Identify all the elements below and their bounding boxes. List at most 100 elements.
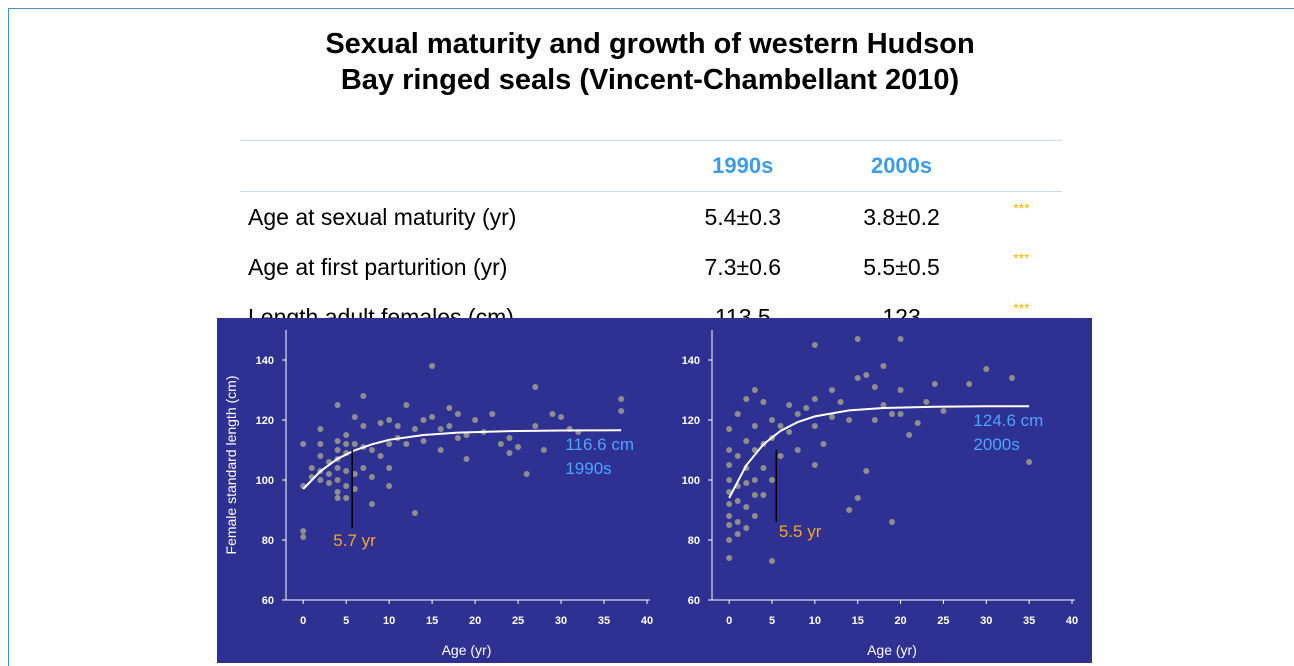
data-point bbox=[532, 423, 539, 429]
data-point bbox=[897, 411, 904, 417]
data-point bbox=[446, 423, 453, 429]
data-point bbox=[837, 399, 844, 405]
data-point bbox=[558, 414, 565, 420]
data-point bbox=[523, 471, 530, 477]
data-point bbox=[734, 531, 741, 537]
data-point bbox=[334, 447, 341, 453]
data-point bbox=[463, 456, 470, 462]
x-axis-label: Age (yr) bbox=[867, 642, 917, 658]
x-tick-label: 35 bbox=[598, 615, 610, 627]
data-point bbox=[726, 426, 733, 432]
data-point bbox=[540, 447, 547, 453]
data-point bbox=[386, 441, 393, 447]
data-point bbox=[854, 375, 861, 381]
x-tick-label: 35 bbox=[1023, 615, 1035, 627]
significance: *** bbox=[1013, 250, 1030, 266]
data-point bbox=[726, 522, 733, 528]
data-point bbox=[506, 435, 513, 441]
chart-panel bbox=[217, 318, 1092, 663]
data-point bbox=[726, 447, 733, 453]
data-point bbox=[334, 489, 341, 495]
table-cell: 5.5±0.5 bbox=[863, 253, 940, 280]
data-point bbox=[437, 447, 444, 453]
data-point bbox=[317, 477, 324, 483]
data-point bbox=[914, 420, 921, 426]
data-point bbox=[489, 411, 496, 417]
x-tick-label: 0 bbox=[300, 615, 306, 627]
y-tick-label: 80 bbox=[688, 535, 700, 547]
slide-title: Sexual maturity and growth of western Hu… bbox=[325, 28, 975, 96]
data-point bbox=[743, 525, 750, 531]
data-point bbox=[411, 426, 418, 432]
data-point bbox=[734, 453, 741, 459]
data-point bbox=[777, 423, 784, 429]
table-cell: Age at sexual maturity (yr) bbox=[248, 203, 517, 230]
data-point bbox=[871, 417, 878, 423]
data-point bbox=[734, 498, 741, 504]
data-point bbox=[317, 426, 324, 432]
data-point bbox=[889, 411, 895, 417]
data-point bbox=[760, 465, 767, 471]
data-point bbox=[743, 438, 750, 444]
y-tick-label: 80 bbox=[262, 535, 274, 547]
data-point bbox=[786, 429, 793, 435]
data-point bbox=[854, 336, 861, 342]
fit-curve bbox=[728, 405, 1030, 499]
annotation: 1990s bbox=[565, 459, 611, 478]
table-cell: 3.8±0.2 bbox=[863, 203, 940, 230]
data-point bbox=[880, 363, 887, 369]
data-point bbox=[726, 501, 733, 507]
data-point bbox=[343, 441, 350, 447]
table-row: Age at first parturition (yr) 7.3±0.6 5.5±… bbox=[240, 242, 1062, 292]
data-point bbox=[726, 462, 733, 468]
data-point bbox=[360, 465, 367, 471]
y-tick-label: 120 bbox=[682, 415, 700, 427]
y-tick-label: 120 bbox=[256, 415, 274, 427]
data-point bbox=[325, 471, 332, 477]
fit-curve bbox=[302, 429, 622, 490]
x-tick-label: 40 bbox=[641, 615, 653, 627]
data-point bbox=[403, 441, 410, 447]
x-tick-label: 15 bbox=[426, 615, 438, 627]
data-point bbox=[506, 450, 513, 456]
data-point bbox=[846, 507, 853, 513]
annotation: 5.7 yr bbox=[333, 531, 376, 550]
data-point bbox=[325, 480, 332, 486]
data-point bbox=[760, 399, 767, 405]
data-point bbox=[351, 471, 358, 477]
annotation: 124.6 cm bbox=[973, 411, 1043, 430]
data-point bbox=[811, 396, 818, 402]
data-point bbox=[786, 402, 793, 408]
data-point bbox=[411, 510, 418, 516]
annotation: 116.6 cm bbox=[565, 435, 634, 454]
y-tick-label: 60 bbox=[262, 595, 274, 607]
y-axis-label: Female standard length (cm) bbox=[223, 376, 239, 555]
data-point bbox=[777, 453, 784, 459]
x-tick-label: 20 bbox=[894, 615, 906, 627]
x-tick-label: 5 bbox=[769, 615, 775, 627]
data-point bbox=[743, 480, 750, 486]
x-tick-label: 30 bbox=[555, 615, 567, 627]
data-point bbox=[820, 441, 827, 447]
data-point bbox=[429, 363, 436, 369]
data-point bbox=[360, 423, 367, 429]
data-point bbox=[760, 492, 767, 498]
data-point bbox=[343, 432, 350, 438]
x-tick-label: 25 bbox=[937, 615, 949, 627]
header-cell: 2000s bbox=[870, 153, 933, 178]
data-point bbox=[334, 477, 341, 483]
x-tick-label: 5 bbox=[343, 615, 349, 627]
data-point bbox=[880, 402, 887, 408]
x-tick-label: 10 bbox=[809, 615, 821, 627]
data-point bbox=[803, 405, 810, 411]
data-point bbox=[394, 423, 401, 429]
data-point bbox=[317, 453, 324, 459]
data-point bbox=[472, 417, 479, 423]
data-point bbox=[734, 519, 741, 525]
x-tick-label: 25 bbox=[512, 615, 524, 627]
data-point bbox=[1009, 375, 1015, 381]
data-point bbox=[334, 438, 341, 444]
x-tick-label: 15 bbox=[852, 615, 864, 627]
data-point bbox=[532, 384, 539, 390]
